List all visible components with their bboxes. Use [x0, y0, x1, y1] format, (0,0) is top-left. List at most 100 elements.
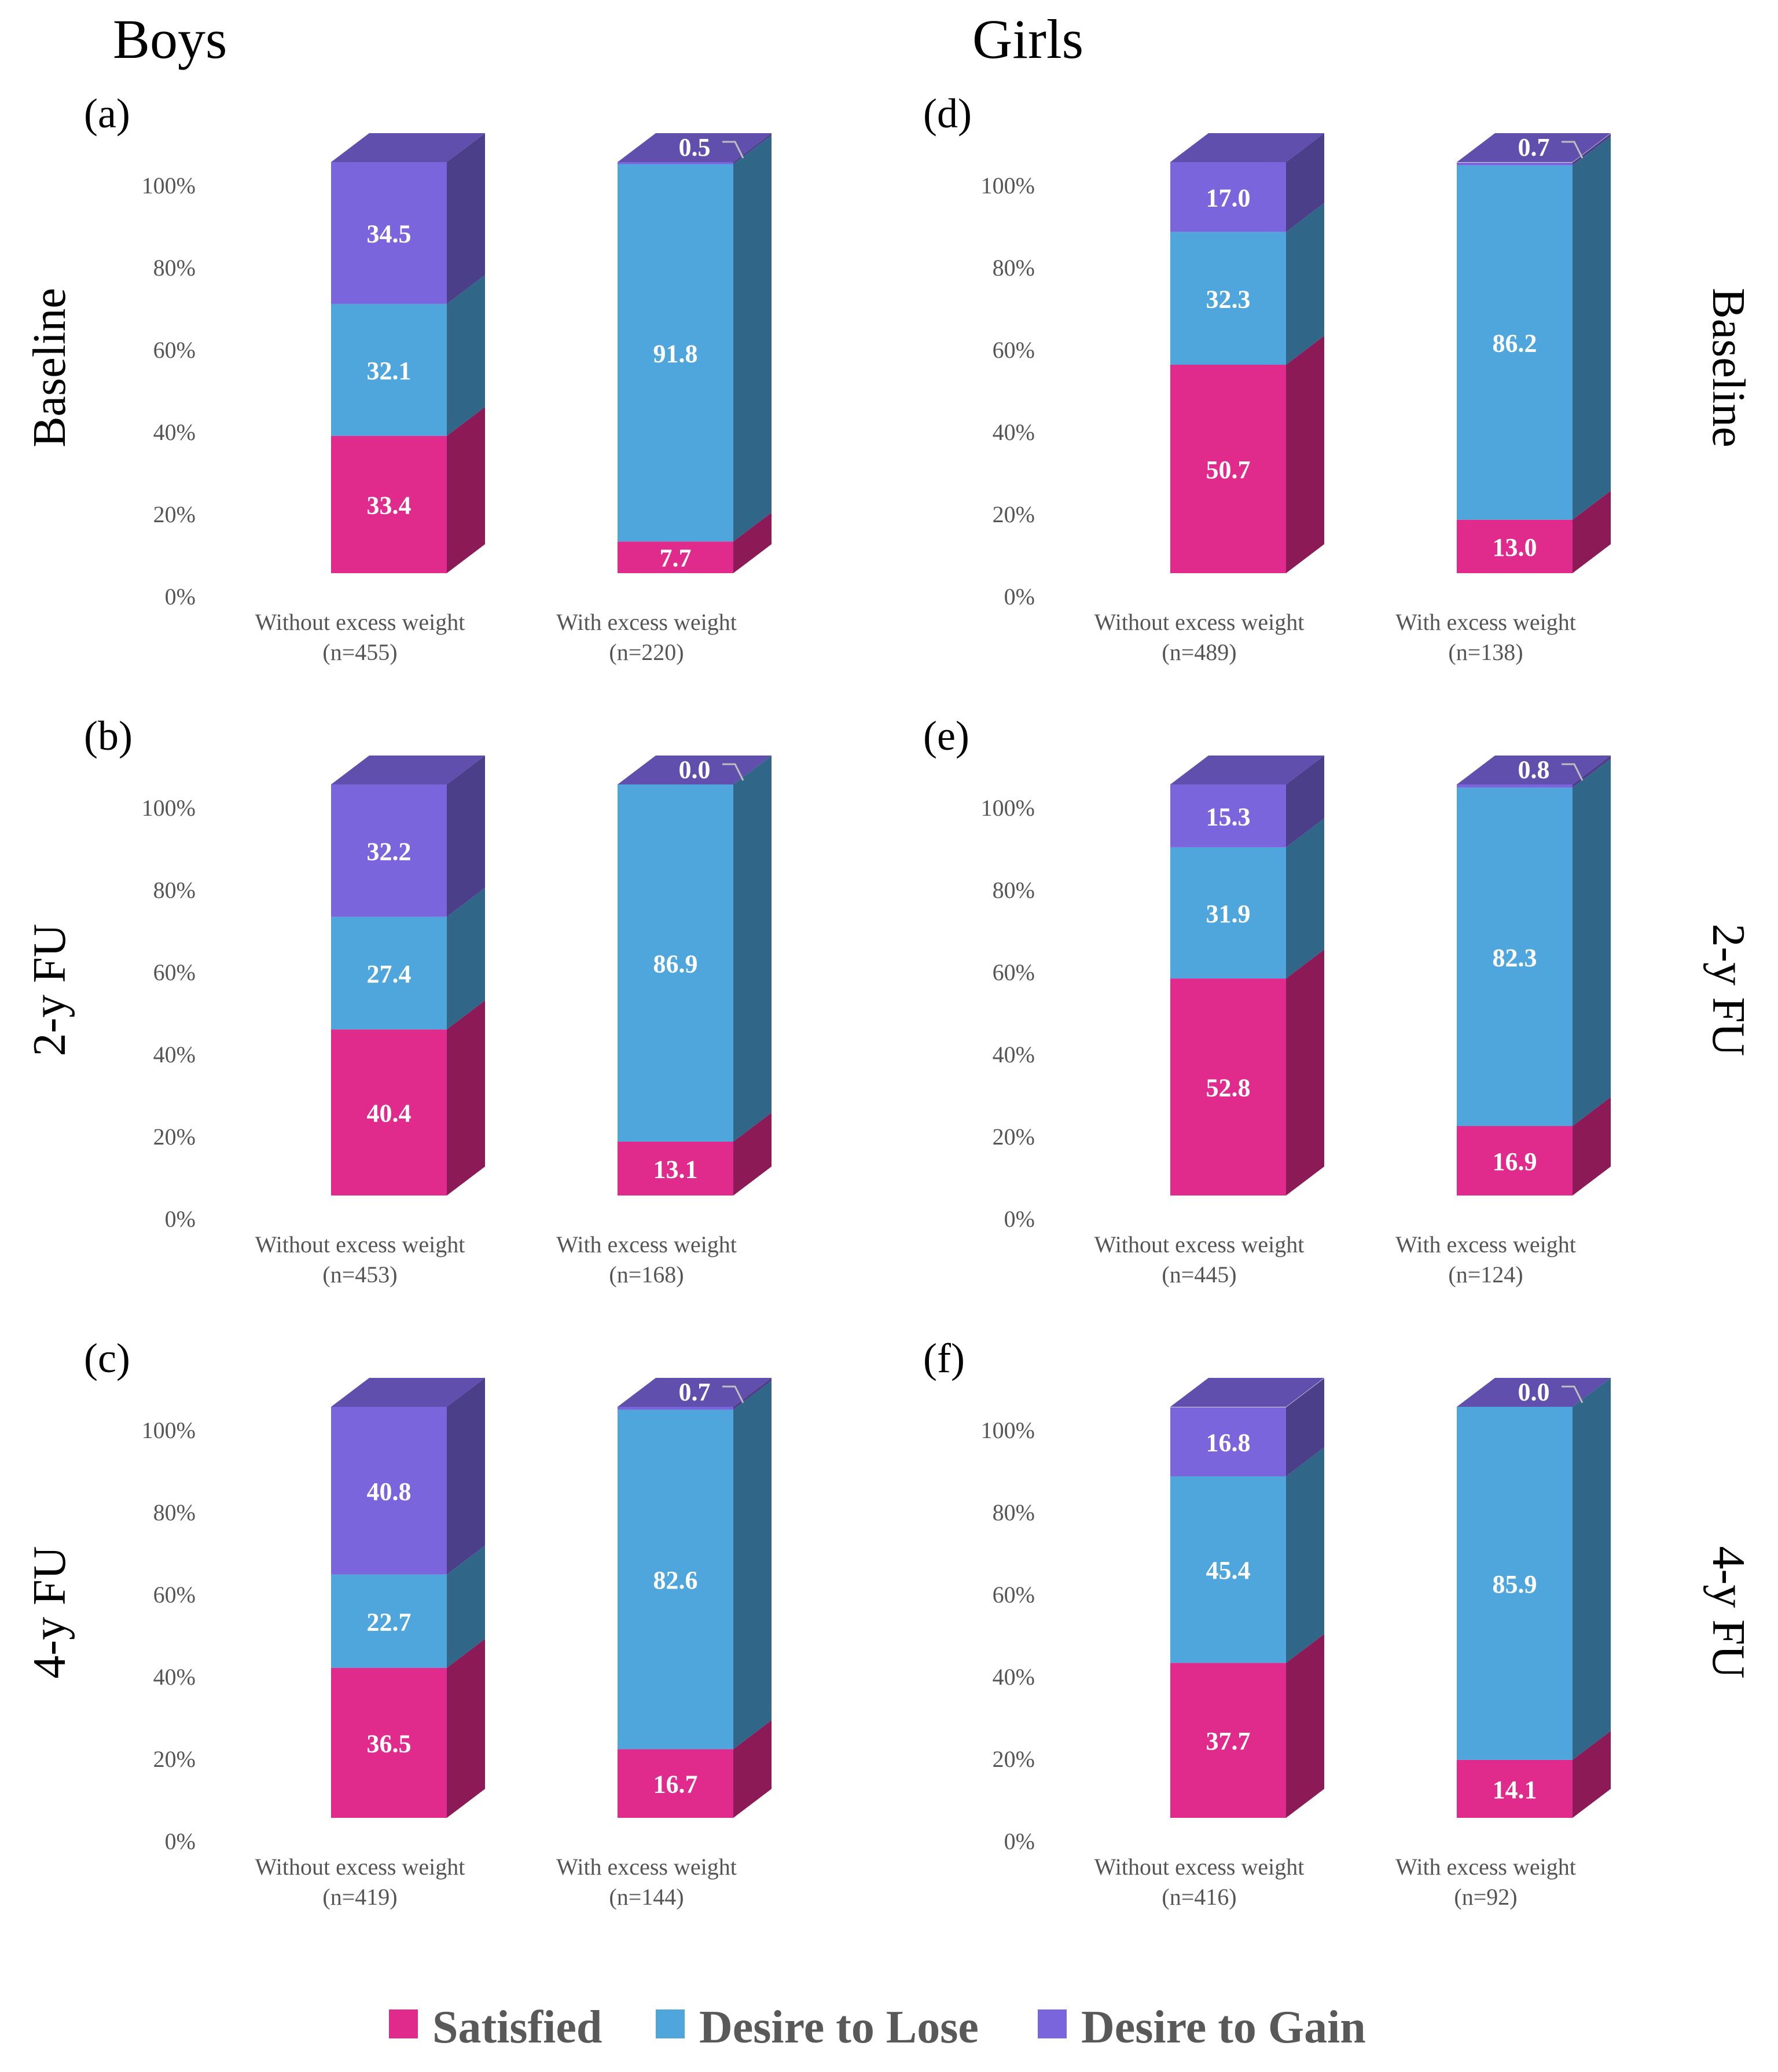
y-tick-label: 100% — [142, 1417, 196, 1443]
panel-label: (c) — [84, 1335, 130, 1381]
panel-label: (b) — [84, 713, 133, 759]
y-tick-label: 0% — [165, 584, 196, 610]
panel-c: (c) 0% 20% 40% 60% 80% 100% 36.5 22.7 40.8 Without… — [84, 1335, 772, 1910]
bar-side-desire-to-gain — [447, 756, 485, 917]
y-tick-label: 80% — [993, 1499, 1035, 1525]
y-tick-label: 60% — [153, 337, 196, 363]
bar-without-excess-weight: 50.7 32.3 17.0 — [1170, 133, 1324, 573]
bar-side-satisfied — [733, 1112, 772, 1195]
bar-side-desire-to-gain — [447, 1378, 485, 1575]
y-tick-label: 80% — [993, 255, 1035, 281]
y-tick-label: 20% — [153, 1124, 196, 1150]
panel-d: (d) 0% 20% 40% 60% 80% 100% 50.7 32.3 17.0 Without… — [923, 90, 1611, 665]
bar-side-desire-to-lose — [447, 274, 485, 436]
bar-top-face — [1170, 133, 1324, 162]
bar-with-excess-weight: 7.7 91.8 0.5 — [618, 133, 772, 573]
bar-top-face — [331, 133, 485, 162]
legend-swatch-desire-to-gain — [1038, 2009, 1067, 2038]
row-label-left-2-y-fu: 2-y FU — [24, 924, 75, 1057]
category-n-label: (n=445) — [1162, 1261, 1236, 1288]
bar-segment-desire-to-lose — [331, 303, 447, 436]
category-n-label: (n=168) — [609, 1261, 684, 1288]
bar-side-desire-to-gain — [1286, 133, 1324, 232]
category-label: Without excess weight — [1094, 1231, 1305, 1257]
panel-label: (f) — [923, 1335, 965, 1381]
data-label-desire-to-lose: 32.3 — [1206, 285, 1251, 313]
bar-side-satisfied — [1286, 949, 1324, 1195]
bar-segment-satisfied — [331, 1667, 447, 1818]
legend-label-satisfied: Satisfied — [432, 2002, 602, 2053]
category-n-label: (n=419) — [322, 1884, 397, 1910]
y-tick-label: 60% — [993, 959, 1035, 985]
bar-side-desire-to-lose — [447, 888, 485, 1030]
bar-segment-desire-to-gain — [618, 1407, 733, 1410]
y-tick-label: 80% — [153, 877, 196, 903]
bar-top-face — [1457, 1378, 1611, 1407]
y-tick-label: 40% — [993, 419, 1035, 445]
category-n-label: (n=489) — [1162, 639, 1236, 665]
y-tick-label: 0% — [1004, 584, 1035, 610]
data-label-desire-to-lose: 82.3 — [1493, 944, 1537, 972]
y-tick-label: 60% — [153, 1582, 196, 1608]
legend-label-desire-to-lose: Desire to Lose — [699, 2002, 979, 2053]
leader-line — [1562, 763, 1584, 781]
category-n-label: (n=144) — [609, 1884, 684, 1910]
bar-side-satisfied — [733, 1720, 772, 1818]
data-label-desire-to-lose: 91.8 — [653, 339, 698, 368]
bar-with-excess-weight: 16.7 82.6 0.7 — [618, 1378, 772, 1818]
bar-segment-desire-to-gain — [1170, 1407, 1286, 1476]
bar-segment-satisfied — [331, 1029, 447, 1195]
y-tick-label: 0% — [165, 1206, 196, 1232]
bar-with-excess-weight: 13.0 86.2 0.7 — [1457, 133, 1611, 573]
bar-segment-satisfied — [618, 1141, 733, 1195]
leader-line — [722, 1385, 744, 1403]
bar-without-excess-weight: 37.7 45.4 16.8 — [1170, 1378, 1324, 1818]
data-label-satisfied: 36.5 — [367, 1729, 412, 1758]
y-tick-label: 100% — [142, 795, 196, 821]
panel-label: (e) — [923, 713, 969, 759]
leader-line — [1562, 141, 1584, 159]
category-label: With excess weight — [1395, 1231, 1576, 1257]
bar-side-satisfied — [1573, 490, 1611, 573]
data-label-desire-to-gain: 0.5 — [679, 133, 711, 162]
y-tick-label: 60% — [993, 337, 1035, 363]
data-label-desire-to-gain: 15.3 — [1206, 802, 1251, 831]
bar-segment-desire-to-lose — [1170, 1476, 1286, 1663]
bar-with-excess-weight: 16.9 82.3 0.8 — [1457, 756, 1611, 1195]
category-label: Without excess weight — [255, 1231, 465, 1257]
bar-segment-satisfied — [1170, 1663, 1286, 1818]
data-label-desire-to-gain: 34.5 — [367, 219, 412, 248]
row-label-right-4-y-fu: 4-y FU — [1703, 1546, 1754, 1679]
bar-with-excess-weight: 14.1 85.9 0.0 — [1457, 1378, 1611, 1818]
y-tick-label: 80% — [993, 877, 1035, 903]
data-label-desire-to-lose: 22.7 — [367, 1608, 412, 1636]
y-tick-label: 100% — [981, 1417, 1035, 1443]
bar-side-desire-to-lose — [1573, 1378, 1611, 1760]
y-tick-label: 0% — [165, 1828, 196, 1854]
bar-top-face — [331, 1378, 485, 1407]
y-tick-label: 60% — [153, 959, 196, 985]
bar-top-face — [1170, 1378, 1324, 1407]
data-label-satisfied: 33.4 — [367, 491, 412, 519]
bar-side-satisfied — [447, 1638, 485, 1818]
data-label-satisfied: 13.0 — [1493, 533, 1537, 562]
category-label: Without excess weight — [255, 609, 465, 635]
panel-e: (e) 0% 20% 40% 60% 80% 100% 52.8 31.9 15.3 Without… — [923, 713, 1611, 1288]
y-tick-label: 80% — [153, 1499, 196, 1525]
bar-side-satisfied — [447, 406, 485, 573]
category-label: Without excess weight — [1094, 609, 1305, 635]
data-label-desire-to-gain: 17.0 — [1206, 184, 1251, 212]
data-label-desire-to-gain: 16.8 — [1206, 1428, 1251, 1457]
leader-line — [722, 141, 744, 159]
bar-top-face — [618, 1378, 772, 1407]
bar-top-face — [618, 756, 772, 784]
y-tick-label: 40% — [153, 419, 196, 445]
data-label-desire-to-gain: 0.0 — [1518, 1378, 1550, 1406]
bar-segment-desire-to-lose — [1170, 847, 1286, 979]
bar-segment-desire-to-lose — [1457, 787, 1573, 1127]
category-label: With excess weight — [1395, 1854, 1576, 1880]
bar-top-face — [1457, 133, 1611, 162]
y-tick-label: 40% — [993, 1664, 1035, 1690]
y-tick-label: 40% — [153, 1041, 196, 1068]
